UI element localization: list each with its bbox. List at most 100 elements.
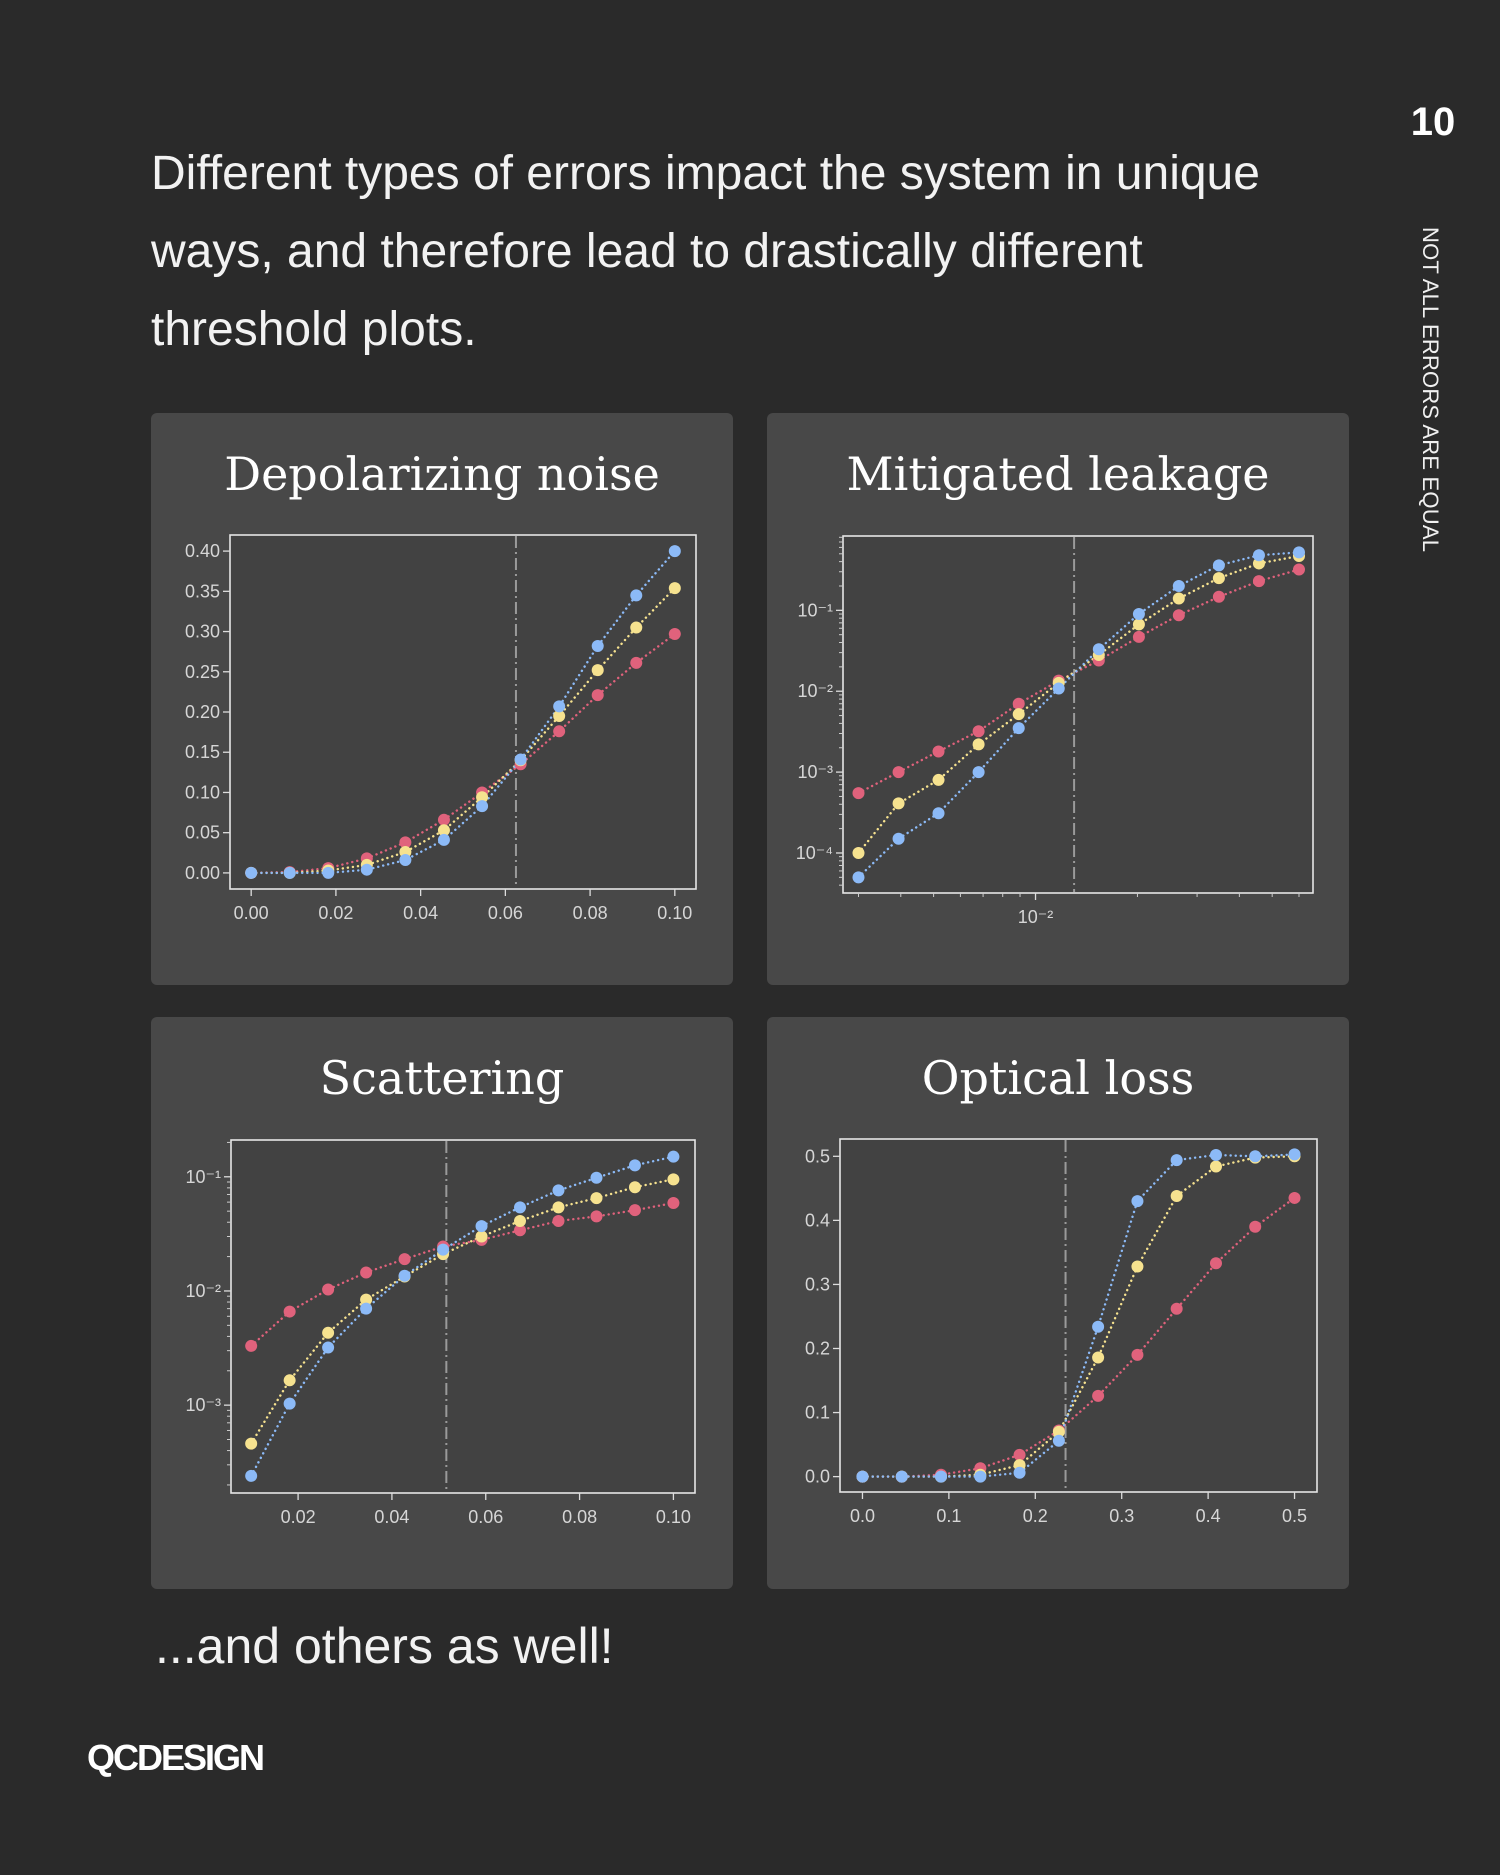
series-line-red (249, 632, 676, 875)
plot-frame (230, 1139, 696, 1494)
data-point-yellow (1052, 1425, 1065, 1438)
chart-title: Optical loss (921, 1051, 1195, 1105)
data-point-blue (1252, 549, 1265, 562)
data-point-blue (360, 863, 373, 876)
series-line-blue (249, 1155, 675, 1478)
data-point-blue (1131, 1195, 1144, 1208)
data-point-blue (514, 753, 527, 766)
data-point-red (1288, 1191, 1301, 1204)
data-point-red (932, 745, 945, 758)
data-point-yellow (1252, 557, 1265, 570)
y-tick-label: 0.00 (185, 863, 220, 883)
y-tick-label: 0.15 (185, 742, 220, 762)
y-tick-label: 10⁻¹ (185, 1167, 221, 1187)
data-point-red (1172, 609, 1185, 622)
data-point-blue (1092, 643, 1105, 656)
x-tick-label: 0.00 (234, 903, 269, 923)
data-point-red (1012, 697, 1025, 710)
x-tick-label: 10⁻² (1018, 907, 1054, 927)
data-point-blue (590, 1171, 603, 1184)
data-point-blue (1092, 1320, 1105, 1333)
x-tick-label: 0.2 (1023, 1506, 1048, 1526)
data-point-blue (932, 807, 945, 820)
data-point-blue (398, 1269, 411, 1282)
data-point-blue (1292, 546, 1305, 559)
data-point-yellow (1209, 1160, 1222, 1173)
data-point-blue (476, 800, 489, 813)
x-tick-label: 0.04 (374, 1507, 409, 1527)
x-tick-label: 0.3 (1109, 1506, 1134, 1526)
chart-optical-loss: 0.0 0.1 0.2 0.3 0.4 0.5 0.0 0.1 0.2 0.3 0.4 0.5 (805, 1138, 1318, 1526)
chart-depolarizing: 0.00 0.02 0.04 0.06 0.08 0.10 0.00 0.05 0.10 0.15… (185, 534, 697, 923)
x-tick-label: 0.08 (573, 903, 608, 923)
data-point-red (514, 1224, 527, 1237)
series-line-blue (861, 1153, 1296, 1478)
data-point-red (1131, 1348, 1144, 1361)
data-point-blue (514, 1201, 527, 1214)
y-tick-label: 10⁻³ (797, 762, 833, 782)
data-point-red (630, 656, 643, 669)
data-point-red (437, 813, 450, 826)
data-point-yellow (553, 710, 566, 723)
chart-title: Scattering (319, 1051, 565, 1105)
y-tick-label: 0.1 (805, 1403, 830, 1423)
data-point-yellow (475, 1230, 488, 1243)
data-point-red (399, 836, 412, 849)
data-point-blue (667, 1150, 680, 1163)
x-tick-label: 0.10 (657, 903, 692, 923)
data-point-blue (360, 1302, 373, 1315)
data-point-blue (1170, 1154, 1183, 1167)
x-tick-label: 0.0 (850, 1506, 875, 1526)
data-point-blue (1132, 608, 1145, 621)
data-point-yellow (1170, 1190, 1183, 1203)
data-point-blue (1249, 1150, 1262, 1163)
y-tick-label: 10⁻⁴ (796, 843, 833, 863)
y-tick-label: 10⁻² (797, 681, 833, 701)
data-point-red (322, 1283, 335, 1296)
data-point-yellow (668, 582, 681, 595)
x-tick-label: 0.10 (656, 1507, 691, 1527)
data-point-yellow (1212, 572, 1225, 585)
side-section-label: NOT ALL ERRORS ARE EQUAL (1418, 227, 1443, 553)
data-point-blue (1212, 559, 1225, 572)
data-point-blue (1052, 682, 1065, 695)
y-tick-label: 10⁻² (185, 1281, 221, 1301)
data-point-red (668, 627, 681, 640)
y-tick-label: 0.40 (185, 541, 220, 561)
data-point-blue (1012, 722, 1025, 735)
data-point-blue (972, 766, 985, 779)
data-point-blue (399, 854, 412, 867)
y-tick-label: 0.2 (805, 1338, 830, 1358)
data-point-blue (628, 1159, 641, 1172)
data-point-blue (245, 1469, 258, 1482)
data-point-blue (437, 1243, 450, 1256)
chart-leakage: 10⁻² 10⁻⁴ 10⁻³ 10⁻² 10⁻¹ (796, 535, 1314, 927)
series-line-yellow (249, 1178, 675, 1445)
chart-panel-scattering: Scattering 0.02 0.04 0.06 0.08 0.10 10⁻³ 10⁻² 1… (151, 1017, 733, 1589)
data-point-yellow (591, 664, 604, 677)
data-point-red (1252, 575, 1265, 588)
data-point-blue (1013, 1466, 1026, 1479)
data-point-yellow (322, 1326, 335, 1339)
y-tick-label: 0.25 (185, 662, 220, 682)
data-point-blue (283, 1397, 296, 1410)
data-point-yellow (514, 1214, 527, 1227)
chart-scattering: 0.02 0.04 0.06 0.08 0.10 10⁻³ 10⁻² 10⁻¹ (185, 1139, 696, 1527)
y-tick-label: 10⁻¹ (797, 600, 833, 620)
series-line-blue (249, 549, 676, 875)
x-tick-label: 0.4 (1196, 1506, 1221, 1526)
data-point-blue (1052, 1434, 1065, 1447)
data-point-blue (1288, 1148, 1301, 1161)
data-point-red (398, 1253, 411, 1266)
x-tick-label: 0.5 (1282, 1506, 1307, 1526)
data-point-red (591, 689, 604, 702)
x-tick-label: 0.04 (403, 903, 438, 923)
data-point-yellow (630, 621, 643, 634)
data-point-blue (245, 866, 258, 879)
outro-text: ...and others as well! (155, 1618, 614, 1674)
data-point-blue (1209, 1149, 1222, 1162)
data-point-blue (283, 866, 296, 879)
plot-frame (229, 534, 697, 890)
data-point-blue (553, 700, 566, 713)
series-line-red (249, 1201, 675, 1348)
